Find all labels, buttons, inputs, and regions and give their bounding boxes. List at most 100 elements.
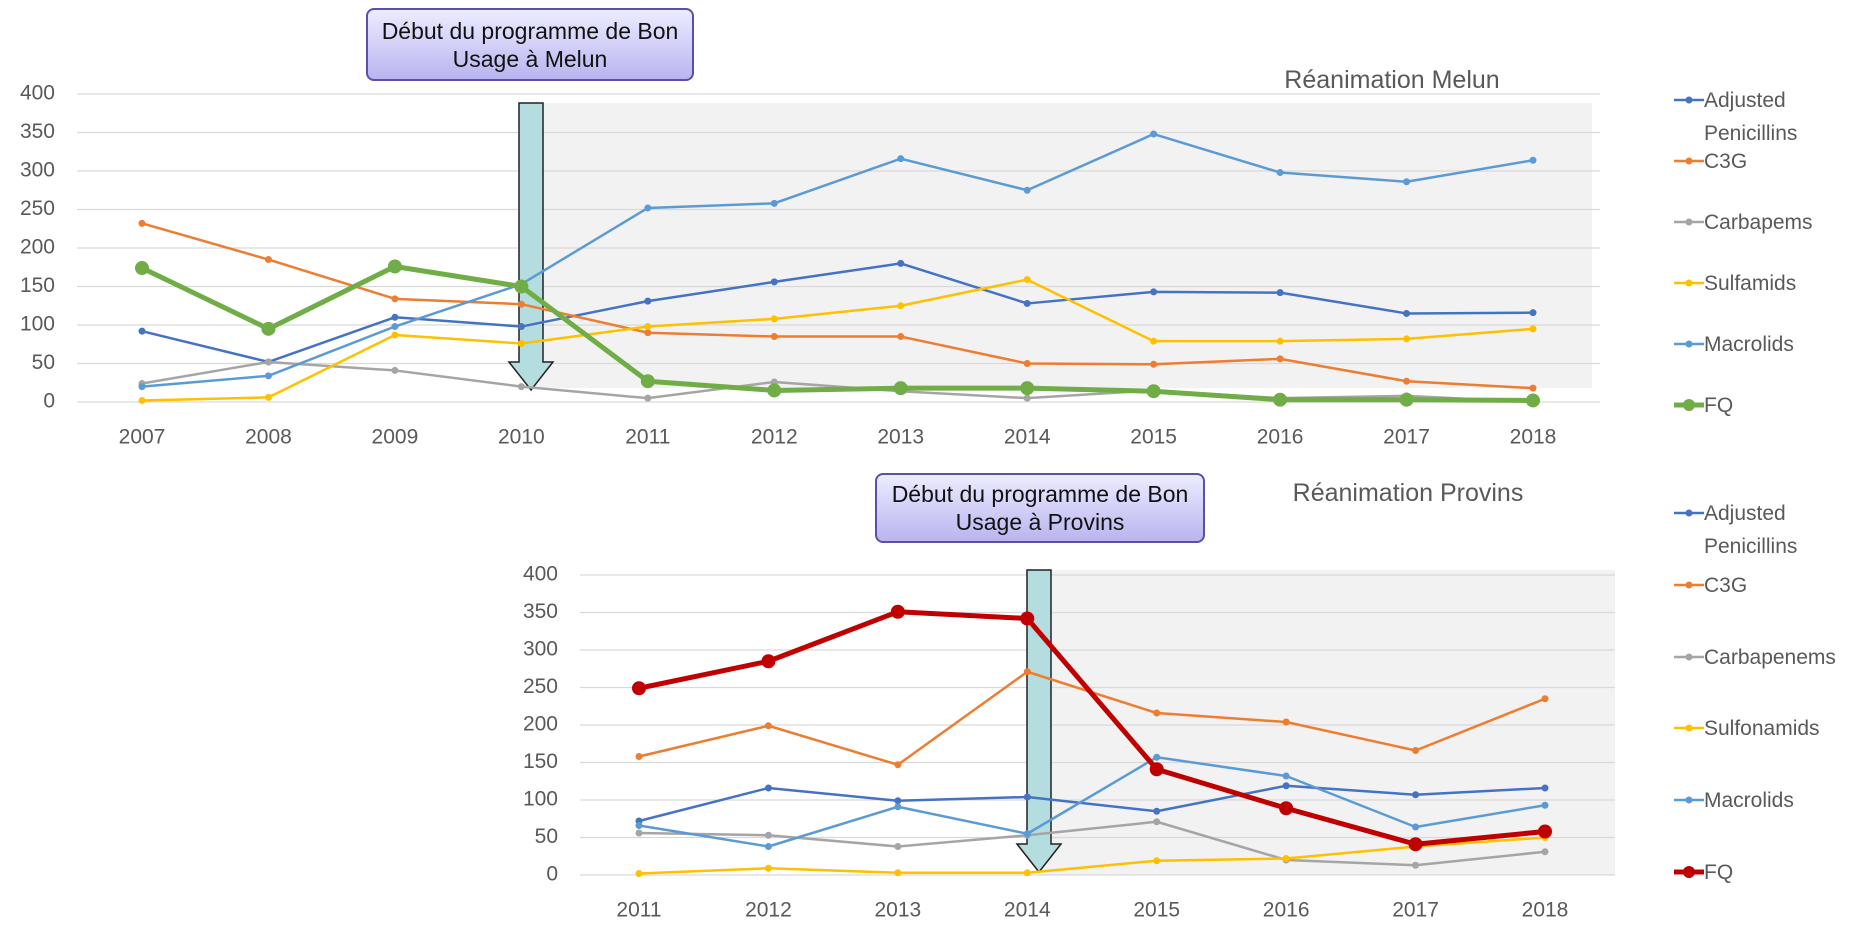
y-tick-label: 100 (523, 788, 558, 811)
data-point (1412, 791, 1420, 799)
legend-label: Macrolids (1704, 789, 1794, 812)
legend-swatch (1674, 157, 1704, 165)
data-point (1020, 381, 1035, 396)
data-point (1023, 186, 1031, 194)
data-point (764, 831, 772, 839)
chart-title: Réanimation Melun (1284, 66, 1500, 94)
data-point (138, 219, 146, 227)
data-point (391, 366, 399, 374)
x-tick-label: 2013 (877, 426, 924, 449)
y-tick-label: 250 (523, 675, 558, 698)
y-tick-label: 400 (20, 82, 55, 105)
legend-entry: C3G (1674, 569, 1855, 602)
data-point (1279, 801, 1294, 816)
x-tick-label: 2018 (1510, 426, 1557, 449)
data-point (264, 393, 272, 401)
x-tick-label: 2014 (1004, 426, 1051, 449)
legend-label: Sulfamids (1704, 272, 1797, 295)
legend-entry: FQ (1674, 856, 1855, 889)
data-point (1150, 337, 1158, 345)
data-point (1529, 384, 1537, 392)
legend-label: Carbapems (1704, 211, 1813, 234)
data-point (770, 315, 778, 323)
series-line (141, 262, 1534, 364)
data-point (764, 784, 772, 792)
series-line (638, 756, 1546, 848)
legend-marker (1685, 509, 1693, 517)
data-point (1282, 855, 1290, 862)
data-point (644, 297, 652, 305)
data-point (1412, 747, 1420, 754)
data-point (1529, 325, 1537, 333)
data-point (391, 313, 399, 321)
legend-marker (1685, 340, 1693, 348)
data-point (635, 822, 643, 829)
data-point (1541, 695, 1549, 703)
data-point (1023, 830, 1031, 838)
annotation-box: Début du programme de Bon Usage à Provin… (875, 473, 1205, 543)
data-point (893, 381, 908, 396)
data-point (890, 604, 905, 619)
y-tick-label: 0 (546, 863, 558, 886)
data-point (1541, 784, 1549, 792)
data-point (391, 331, 399, 339)
data-point (1541, 801, 1549, 809)
legend-swatch (1674, 218, 1704, 226)
chart-title: Réanimation Provins (1292, 479, 1524, 507)
data-point (897, 259, 905, 267)
legend-entry: FQ (1674, 389, 1855, 422)
data-point (1023, 869, 1031, 877)
series-line (638, 820, 1546, 867)
series-line (141, 278, 1534, 402)
data-point (1153, 709, 1161, 717)
data-point (1023, 360, 1031, 367)
x-tick-label: 2011 (625, 426, 670, 449)
data-point (391, 295, 399, 303)
data-point (1276, 355, 1284, 363)
legend-entry: Macrolids (1674, 328, 1855, 361)
data-point (894, 803, 902, 811)
y-tick-label: 0 (43, 390, 55, 413)
data-point (894, 869, 902, 877)
legend-entry: Sulfamids (1674, 267, 1855, 300)
data-point (1276, 169, 1284, 177)
shaded-region (1039, 570, 1615, 875)
legend-swatch (1674, 340, 1704, 348)
data-point (894, 761, 902, 769)
data-point (894, 797, 902, 805)
legend-entry: Carbapems (1674, 206, 1855, 239)
data-point (1276, 289, 1284, 297)
data-point (1408, 837, 1423, 852)
x-tick-label: 2017 (1383, 426, 1430, 449)
y-tick-label: 300 (20, 159, 55, 182)
data-point (770, 333, 778, 341)
legend-entry: Adjusted Penicillins (1674, 84, 1855, 150)
legend-label: FQ (1704, 394, 1734, 417)
x-tick-label: 2008 (245, 426, 292, 449)
data-point (644, 329, 652, 337)
data-point (391, 323, 399, 331)
data-point (897, 302, 905, 310)
data-point (644, 323, 652, 331)
data-point (1403, 178, 1411, 186)
data-point (1403, 335, 1411, 343)
data-point (138, 383, 146, 391)
legend-swatch (1674, 866, 1704, 878)
legend-marker (1685, 653, 1693, 661)
series-line (638, 784, 1546, 823)
legend-label: C3G (1704, 574, 1748, 597)
x-tick-label: 2018 (1522, 899, 1569, 922)
data-point (1153, 753, 1161, 761)
data-point (1403, 309, 1411, 317)
data-point (635, 829, 643, 837)
data-point (264, 358, 272, 366)
data-point (517, 383, 525, 391)
legend-entry: Carbapenems (1674, 641, 1855, 674)
legend-label: FQ (1704, 861, 1734, 884)
data-point (764, 864, 772, 872)
data-point (1412, 823, 1420, 831)
data-point (1276, 337, 1284, 345)
data-point (1538, 824, 1552, 839)
